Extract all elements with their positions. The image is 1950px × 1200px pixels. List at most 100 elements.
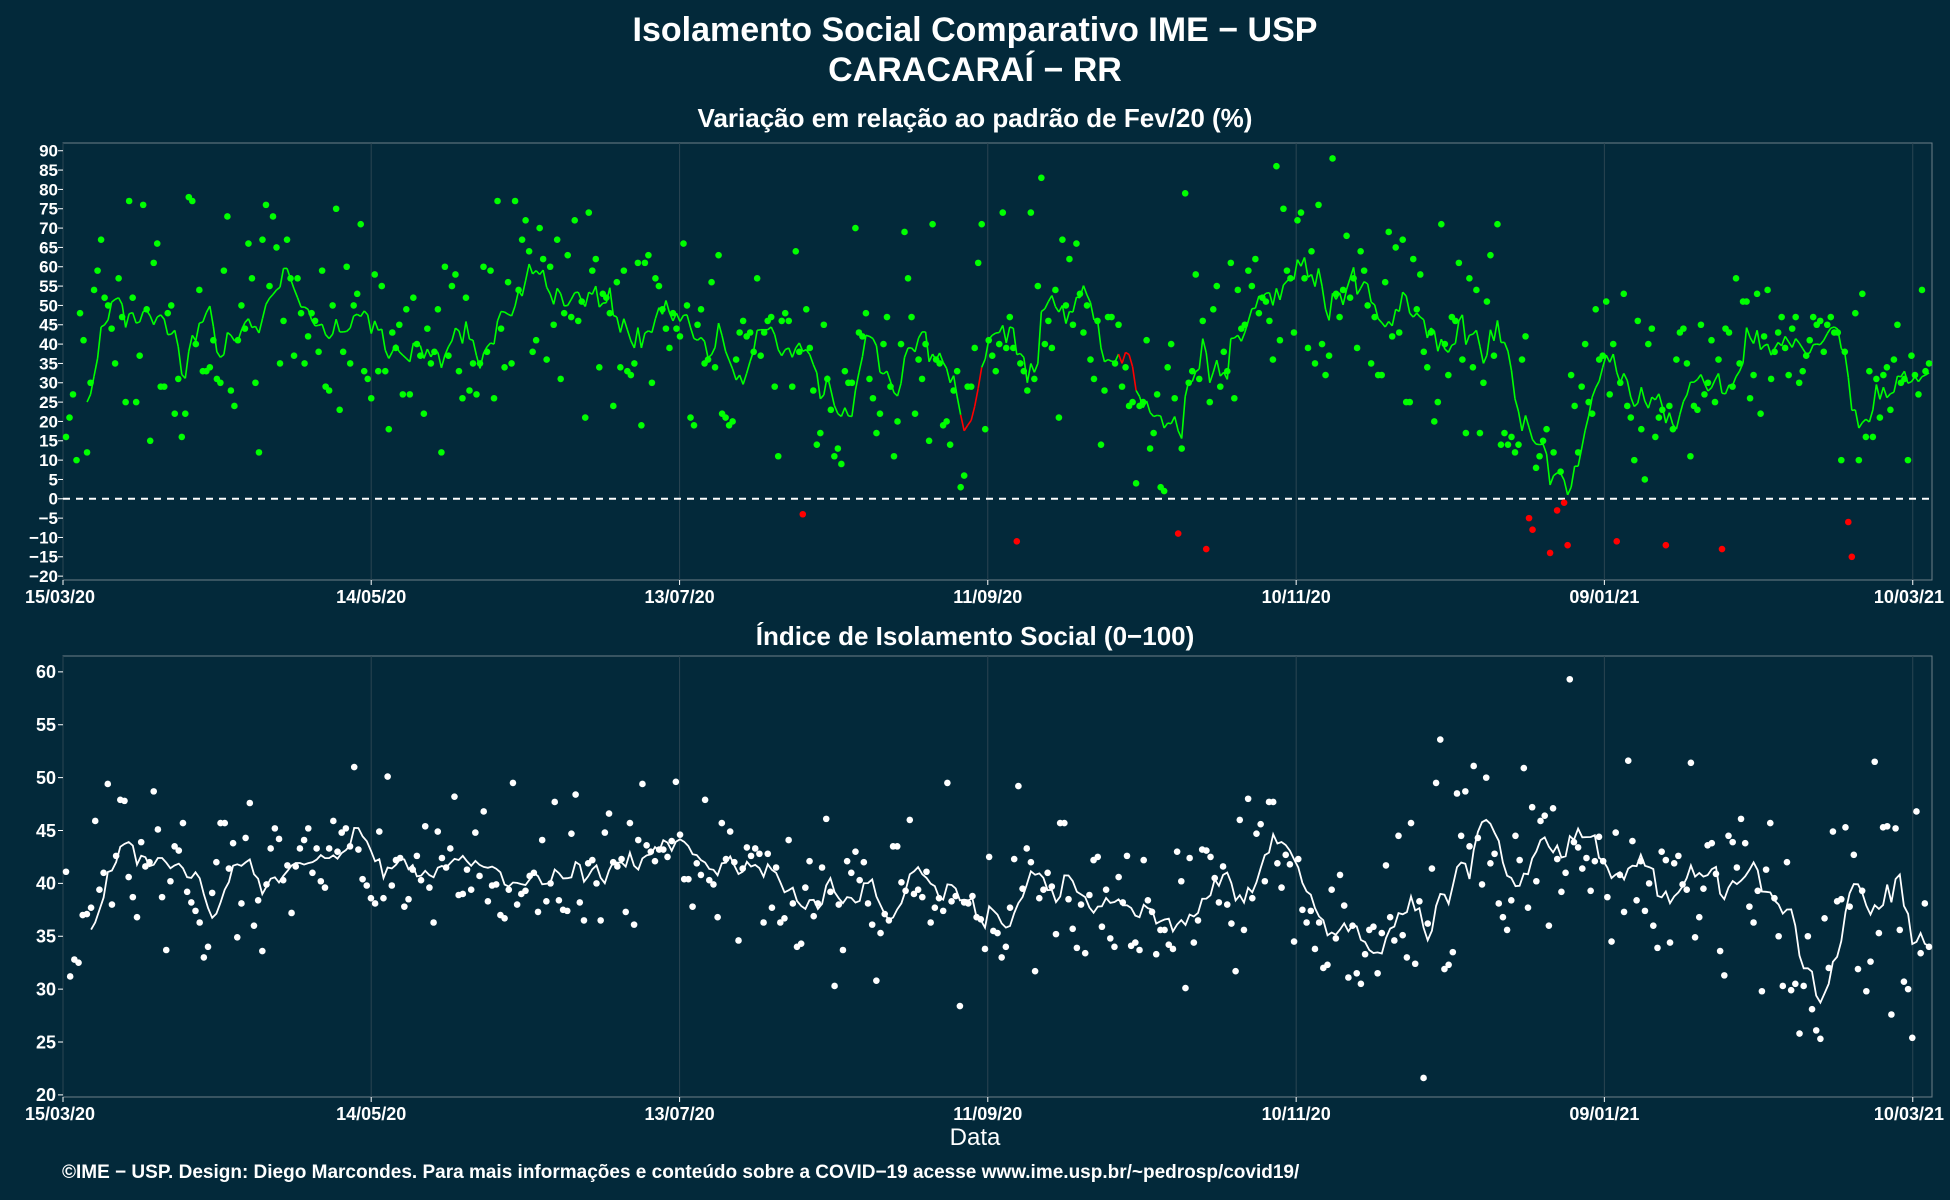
data-point [153,240,161,247]
moving-average-segment [1752,330,1758,344]
data-point [1562,869,1569,877]
data-point [673,325,680,332]
data-point [1911,371,1919,379]
data-point [956,1002,964,1010]
data-point [1041,340,1049,348]
data-point [841,367,849,375]
data-point [885,917,893,924]
moving-average-segment [1668,412,1674,425]
data-point [158,893,166,901]
data-point [108,325,115,332]
moving-average-segment [1117,353,1123,364]
y-tick-label: 25 [39,393,58,412]
data-point [267,845,274,852]
data-point [981,945,989,953]
data-point [953,367,961,375]
moving-average-segment [261,304,267,319]
data-point [1139,398,1147,406]
data-point [1875,929,1883,937]
moving-average-segment [1917,376,1923,383]
data-point [1558,888,1565,896]
data-point [1115,873,1122,881]
data-point [597,917,604,924]
data-point [1140,856,1147,864]
data-point [1240,926,1248,934]
data-point [313,845,320,852]
moving-average-segment [1149,412,1155,418]
data-point [631,360,638,367]
data-point [662,325,670,332]
data-point [1332,935,1340,942]
data-point [1846,903,1853,910]
y-tick-label: 55 [36,715,56,735]
data-point [1378,929,1386,937]
data-point [1658,848,1665,855]
moving-average-segment [689,327,695,339]
chart-title: Isolamento Social Comparativo IME − USP [632,11,1318,49]
moving-average-segment [773,334,779,350]
data-point [1146,445,1154,452]
data-point [898,879,905,886]
data-point [1136,946,1143,954]
data-point [480,263,487,271]
data-point [1111,943,1118,951]
data-point [1274,859,1281,867]
moving-average-segment [858,356,864,373]
data-point [757,352,764,359]
data-point [508,360,515,367]
moving-average-segment [1875,384,1881,400]
moving-average-segment [1486,329,1492,356]
data-point [685,875,692,883]
x-tick-label: 14/05/20 [336,1104,406,1124]
data-point [1304,344,1312,352]
moving-average-segment [160,314,165,320]
moving-average-segment [1430,327,1435,332]
moving-average-segment [1219,371,1225,377]
data-point [1901,375,1908,383]
moving-average-segment [251,325,256,329]
data-point [206,364,214,371]
data-point [1630,456,1638,464]
data-point [1908,352,1915,359]
data-point [446,845,454,852]
data-point [1809,313,1817,321]
moving-average-segment [461,321,467,344]
data-point [880,340,887,348]
data-point [263,881,270,888]
data-point [466,387,473,394]
moving-average-segment [742,373,748,385]
moving-average-segment [93,358,99,377]
data-point [1532,464,1540,472]
moving-average-segment [928,353,934,363]
moving-average-segment [970,406,976,421]
data-point [1503,926,1511,934]
moving-average-segment [1626,380,1632,398]
data-point [1232,967,1239,975]
data-point [143,305,150,313]
data-point [317,877,325,885]
y-tick-label: 80 [39,180,58,199]
moving-average-segment [1047,295,1053,302]
data-point [1395,832,1402,840]
data-point [66,414,73,421]
data-point [1913,808,1920,815]
data-point [1499,913,1507,921]
y-tick-label: 20 [39,412,58,431]
data-point [1516,856,1523,864]
moving-average-segment [559,293,565,307]
moving-average-segment [1345,278,1351,290]
data-point [1829,828,1837,835]
moving-average-segment [458,330,464,344]
data-point [1746,903,1753,910]
data-point [62,868,70,876]
moving-average-segment [1381,322,1386,328]
data-point [806,857,813,865]
moving-average-segment [268,293,274,299]
moving-average-segment [1482,354,1488,364]
data-point [1211,874,1219,882]
moving-average-segment [167,333,172,336]
data-point [133,913,141,921]
data-point [820,321,828,329]
data-point [1059,236,1066,243]
data-point [1065,895,1072,903]
